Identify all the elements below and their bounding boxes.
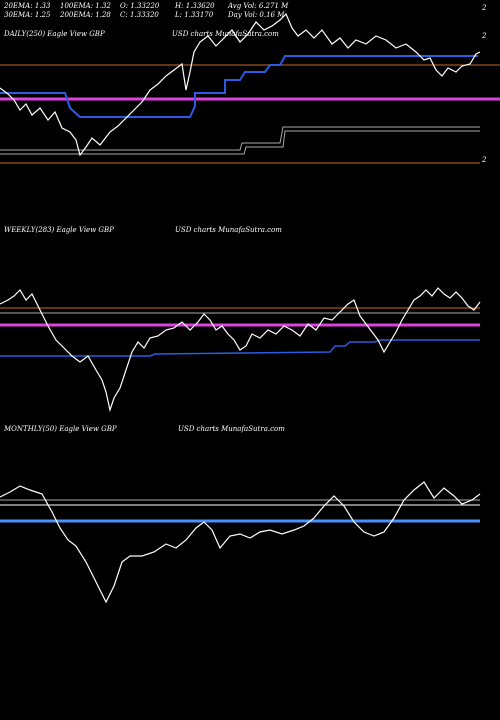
panel-label: WEEKLY(283) Eagle View GBP — [4, 226, 114, 234]
price-line — [0, 287, 481, 413]
header-text: 20EMA: 1.33 — [3, 2, 51, 10]
monthly-panel: MONTHLY(50) Eagle View GBP USD charts Mu… — [0, 425, 481, 604]
header-text: H: 1.33620 — [174, 2, 215, 10]
panel-source: USD charts MunafaSutra.com — [178, 425, 285, 433]
price-line — [0, 12, 481, 157]
panel-source: USD charts MunafaSutra.com — [172, 30, 279, 38]
panel-label: DAILY(250) Eagle View GBP — [3, 30, 105, 38]
daily-panel: DAILY(250) Eagle View GBP USD charts Mun… — [0, 12, 500, 164]
blue-step-line — [0, 55, 478, 118]
price-line — [0, 481, 481, 604]
corner-text: 2 — [481, 32, 487, 40]
weekly-panel: WEEKLY(283) Eagle View GBP USD charts Mu… — [0, 226, 481, 413]
header: 20EMA: 1.33 100EMA: 1.32 O: 1.33220 H: 1… — [3, 2, 487, 19]
header-text: 30EMA: 1.25 — [4, 11, 51, 19]
header-text: 200EMA: 1.28 — [59, 11, 111, 19]
header-text: Day Vol: 0.16 M — [227, 11, 285, 19]
header-text: C: 1.33320 — [120, 11, 159, 19]
corner-text: 2 — [481, 156, 487, 164]
header-text: O: 1.33220 — [120, 2, 160, 10]
gray-step-line — [0, 126, 480, 151]
header-text: 100EMA: 1.32 — [60, 2, 111, 10]
blue-step-line — [0, 339, 480, 357]
header-text: L: 1.33170 — [174, 11, 214, 19]
panel-label: MONTHLY(50) Eagle View GBP — [3, 425, 117, 433]
gray-step-line — [0, 130, 480, 155]
panel-source: USD charts MunafaSutra.com — [175, 226, 282, 234]
header-text: Avg Vol: 6.271 M — [227, 2, 289, 10]
corner-text: 2 — [481, 4, 487, 12]
